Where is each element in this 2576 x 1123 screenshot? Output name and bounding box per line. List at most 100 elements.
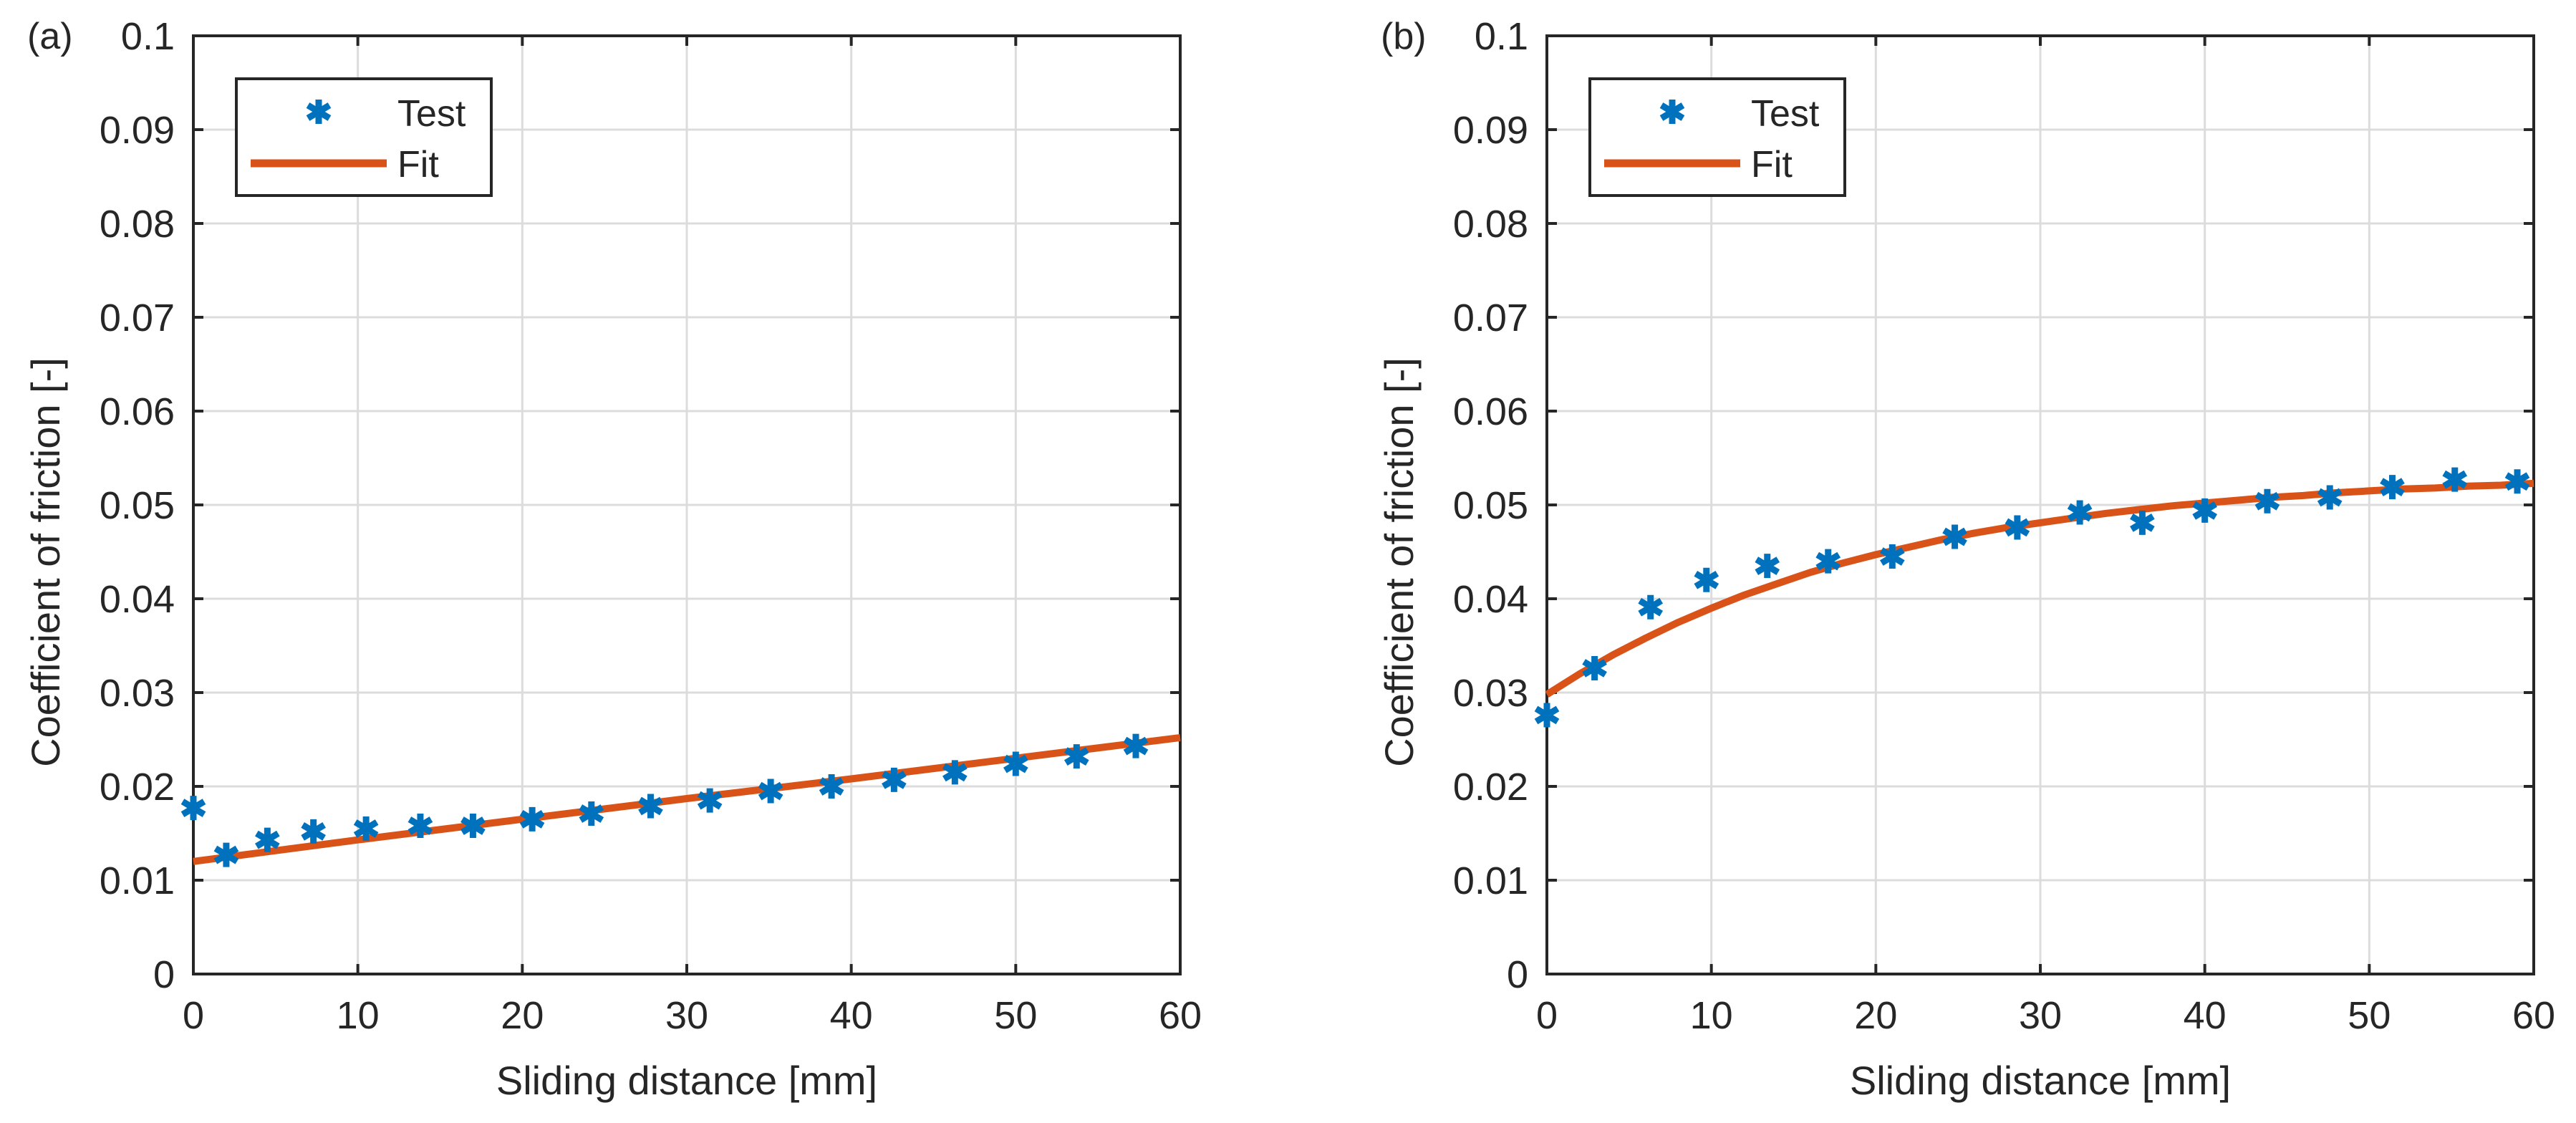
panel-a-test-point-stroke bbox=[353, 819, 379, 838]
panel-a-plot-area: 0 10 20 30 40 50 60 0 0.01 0.02 0.03 0.04 0.05 0.06 0.… bbox=[100, 15, 1202, 1037]
panel-a-test-point-stroke bbox=[942, 763, 968, 782]
panel-a-y-tick-label: 0.08 bbox=[100, 203, 175, 246]
panel-a-test-point-stroke bbox=[758, 781, 783, 801]
panel-b-legend-test-marker bbox=[1659, 100, 1685, 124]
panel-b-test-point-stroke bbox=[1879, 547, 1905, 566]
panel-b-legend-fit-label: Fit bbox=[1751, 144, 1793, 185]
panel-a-y-axis-label: Coefficient of friction [-] bbox=[23, 357, 68, 767]
panel-a-test-point-stroke bbox=[460, 816, 486, 835]
panel-b-x-tick-label: 40 bbox=[2184, 994, 2227, 1037]
panel-b-test-point bbox=[2504, 469, 2530, 494]
panel-b: 0 10 20 30 40 50 60 0 0.01 0.02 0.03 0.04 0.05 0.06 0.… bbox=[1376, 15, 2555, 1103]
panel-a-test-point-stroke bbox=[301, 822, 326, 841]
panel-b-test-point-stroke bbox=[2067, 503, 2093, 522]
panel-a-legend: Test Fit bbox=[235, 77, 493, 197]
panel-a-test-point bbox=[301, 819, 326, 844]
panel-a-x-tick-label: 50 bbox=[994, 994, 1037, 1037]
panel-b-x-tick-label: 20 bbox=[1854, 994, 1897, 1037]
panel-a-x-axis-label: Sliding distance [mm] bbox=[496, 1058, 877, 1103]
panel-a-test-point-stroke bbox=[638, 796, 663, 816]
panel-a-y-tick-label: 0.03 bbox=[100, 672, 175, 715]
panel-b-test-point bbox=[2130, 510, 2155, 535]
panel-b-test-point bbox=[1582, 655, 1607, 680]
panel-b-y-tick-label: 0.09 bbox=[1453, 109, 1528, 152]
panel-b-y-tick-label: 0.02 bbox=[1453, 766, 1528, 809]
panel-b-y-tick-label: 0.01 bbox=[1453, 859, 1528, 902]
panel-a-test-point-stroke bbox=[1063, 747, 1089, 766]
panel-b-x-tick-label: 30 bbox=[2019, 994, 2062, 1037]
panel-a: 0 10 20 30 40 50 60 0 0.01 0.02 0.03 0.04 0.05 0.06 0.… bbox=[23, 15, 1202, 1103]
panel-a-test-point bbox=[255, 827, 280, 852]
panel-a-test-point-stroke bbox=[579, 804, 604, 823]
panel-b-test-point-stroke bbox=[1942, 527, 1967, 546]
panel-b-label: (b) bbox=[1381, 16, 1427, 57]
panel-a-y-tick-label: 0.1 bbox=[121, 15, 175, 58]
panel-b-test-point-stroke bbox=[2380, 478, 2405, 496]
panel-a-test-point bbox=[882, 767, 907, 792]
panel-a-x-tick-label: 40 bbox=[830, 994, 873, 1037]
panel-a-y-tick-label: 0.07 bbox=[100, 297, 175, 339]
panel-a-x-tick-label: 0 bbox=[183, 994, 204, 1037]
panel-a-test-point bbox=[460, 814, 486, 839]
panel-a-test-point-stroke bbox=[882, 770, 907, 789]
panel-a-test-point-stroke bbox=[407, 816, 433, 835]
panel-a-test-point bbox=[407, 814, 433, 839]
panel-b-y-tick-label: 0.07 bbox=[1453, 297, 1528, 339]
panel-b-test-point-stroke bbox=[1694, 570, 1719, 589]
panel-a-test-point bbox=[1003, 751, 1028, 776]
panel-b-test-point-stroke bbox=[2192, 501, 2217, 520]
panel-b-y-tick-label: 0.03 bbox=[1453, 672, 1528, 715]
panel-a-test-point bbox=[353, 816, 379, 841]
panel-b-test-point-stroke bbox=[2442, 470, 2468, 489]
panel-a-x-tick-label: 30 bbox=[665, 994, 708, 1037]
panel-b-test-point bbox=[1879, 544, 1905, 569]
panel-b-y-axis-label: Coefficient of friction [-] bbox=[1376, 357, 1422, 767]
panel-b-legend: Test Fit bbox=[1588, 77, 1846, 197]
panel-b-test-point bbox=[2192, 498, 2217, 523]
panel-b-test-point-stroke bbox=[2254, 491, 2280, 511]
panel-a-test-point bbox=[638, 794, 663, 819]
panel-b-test-point-stroke bbox=[2317, 488, 2343, 507]
panel-a-y-tick-label: 0.01 bbox=[100, 859, 175, 902]
panel-a-test-point-stroke bbox=[697, 791, 723, 810]
panel-b-test-point bbox=[2442, 467, 2468, 492]
panel-b-test-point-stroke bbox=[1582, 659, 1607, 678]
panel-b-test-point-stroke bbox=[2504, 472, 2530, 491]
panel-a-legend-test-marker bbox=[306, 100, 332, 124]
panel-a-label: (a) bbox=[27, 16, 73, 57]
panel-b-test-point bbox=[1534, 703, 1560, 728]
panel-b-y-tick-label: 0.06 bbox=[1453, 390, 1528, 433]
panel-a-x-tick-label: 10 bbox=[337, 994, 380, 1037]
panel-b-y-tick-label: 0.05 bbox=[1453, 484, 1528, 527]
panel-a-test-point bbox=[758, 779, 783, 804]
panel-b-fit-line bbox=[1545, 479, 2534, 698]
panel-a-y-tick-label: 0.04 bbox=[100, 578, 175, 621]
panel-a-legend-fit-label: Fit bbox=[397, 144, 439, 185]
panel-b-x-tick-label: 0 bbox=[1536, 994, 1558, 1037]
panel-b-x-axis-label: Sliding distance [mm] bbox=[1850, 1058, 2231, 1103]
panel-a-test-point-stroke bbox=[519, 809, 545, 829]
panel-a-legend-box bbox=[235, 77, 493, 197]
panel-a-y-tick-label: 0.09 bbox=[100, 109, 175, 152]
panel-b-test-point-stroke bbox=[1534, 705, 1560, 725]
panel-b-test-point bbox=[2067, 500, 2093, 525]
panel-a-y-tick-label: 0 bbox=[153, 953, 175, 996]
panel-b-test-point bbox=[2380, 475, 2405, 500]
panel-b-test-point bbox=[2317, 485, 2343, 510]
panel-a-test-point-stroke bbox=[213, 845, 239, 864]
panel-a-test-point bbox=[213, 842, 239, 867]
panel-a-test-point-stroke bbox=[1003, 754, 1028, 773]
panel-a-test-point bbox=[579, 801, 604, 826]
panel-a-test-point bbox=[519, 806, 545, 832]
panel-a-test-point-stroke bbox=[1123, 736, 1149, 756]
panel-b-test-point bbox=[1942, 524, 1967, 549]
panel-b-test-point-stroke bbox=[2005, 518, 2030, 537]
panel-b-y-tick-label: 0 bbox=[1507, 953, 1528, 996]
panel-b-legend-test-label: Test bbox=[1751, 93, 1820, 135]
panel-a-legend-test-label: Test bbox=[397, 93, 466, 135]
panel-a-test-point bbox=[819, 774, 844, 799]
panel-b-y-tick-label: 0.08 bbox=[1453, 203, 1528, 246]
panel-a-test-point bbox=[180, 796, 206, 821]
panel-b-test-point bbox=[1638, 594, 1664, 620]
